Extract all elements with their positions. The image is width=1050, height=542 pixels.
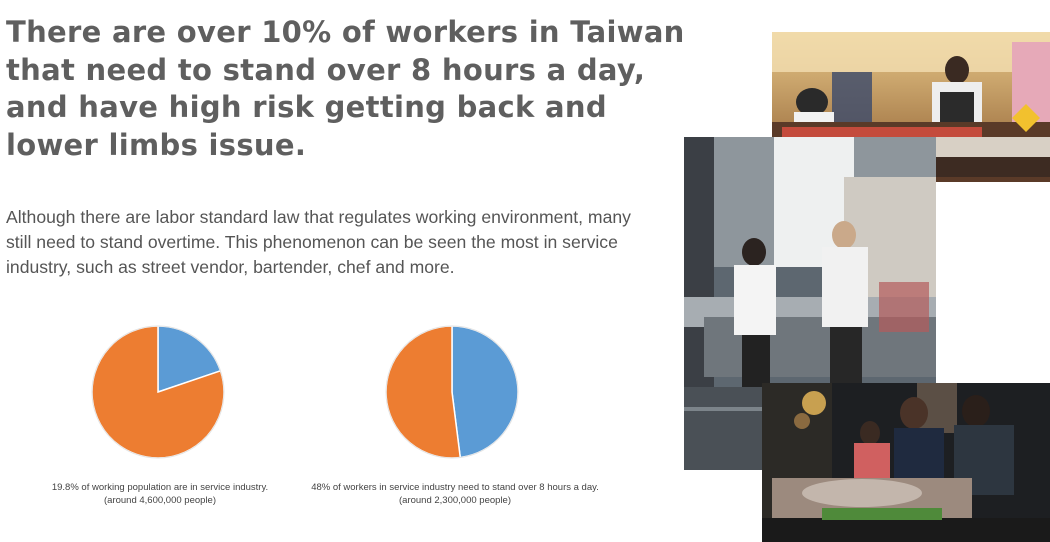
- pie-outline: [91, 325, 225, 459]
- pie-chart-svg: [385, 325, 519, 459]
- pie-slice-orange: [385, 325, 462, 459]
- pie-caption-standing-workers: 48% of workers in service industry need …: [290, 482, 620, 507]
- headline: There are over 10% of workers in Taiwan …: [6, 15, 685, 162]
- body-paragraph: Although there are labor standard law th…: [6, 207, 631, 277]
- pie-chart-standing-workers: [382, 322, 522, 462]
- night-market-photo: [762, 383, 1050, 542]
- caption-line-1: 19.8% of working population are in servi…: [51, 482, 269, 493]
- caption-line-1: 48% of workers in service industry need …: [311, 482, 599, 493]
- pie-chart-service-industry: [88, 322, 228, 462]
- pie-slice-blue: [451, 325, 519, 459]
- caption-line-2: (around 4,600,000 people): [104, 494, 216, 506]
- pie-outline: [385, 325, 519, 459]
- caption-line-2: (around 2,300,000 people): [399, 494, 511, 506]
- pie-caption-service-industry: 19.8% of working population are in servi…: [20, 482, 300, 507]
- pie-chart-svg: [91, 325, 225, 459]
